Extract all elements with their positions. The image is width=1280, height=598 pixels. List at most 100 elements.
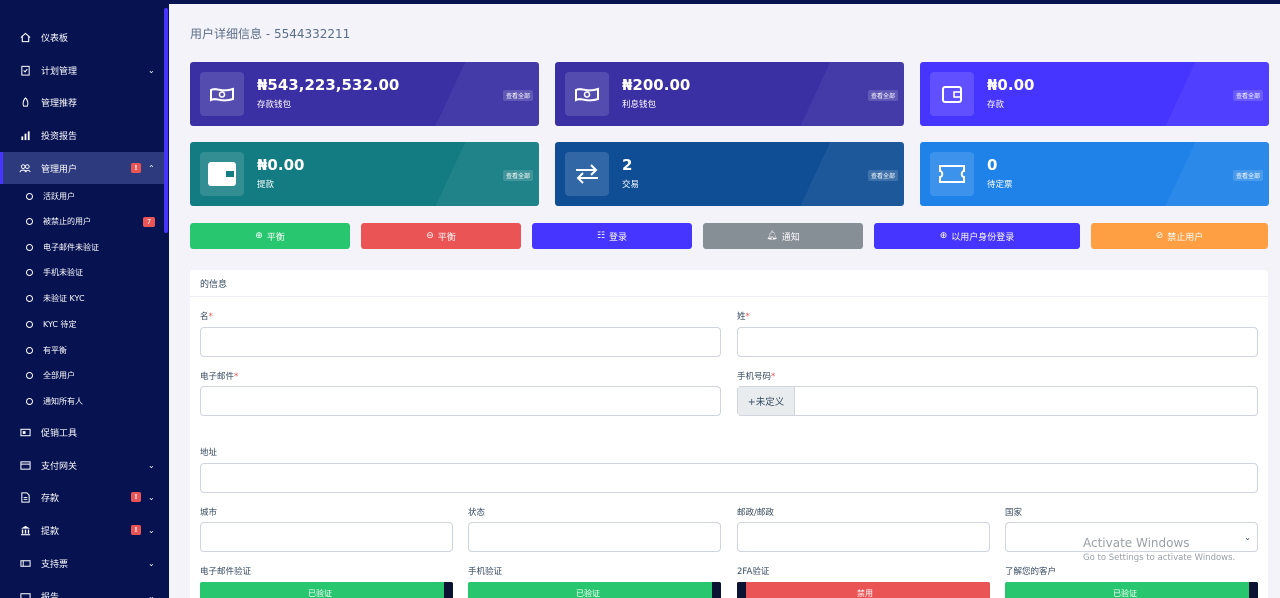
sidebar-item-support-tickets[interactable]: 支持票 ⌄ <box>0 547 164 579</box>
last-name-input[interactable] <box>737 327 1258 357</box>
card-amount: 0 <box>987 156 998 174</box>
login-as-user-button[interactable]: ⊕ 以用户身份登录 <box>874 223 1080 249</box>
kyc-toggle[interactable]: 已验证 <box>1005 582 1258 598</box>
top-bar <box>169 0 1280 4</box>
country-label: 国家 <box>1005 508 1023 518</box>
sidebar-item-label: 投资报告 <box>41 131 78 142</box>
view-all-link[interactable]: 查看全部 <box>502 90 533 101</box>
button-label: 禁止用户 <box>1167 232 1204 243</box>
sidebar-item-deposits[interactable]: 存款 ! ⌄ <box>0 481 164 513</box>
first-name-label: 名* <box>200 312 213 322</box>
sidebar-item-dashboard[interactable]: 仪表板 <box>0 21 164 53</box>
sidebar-item-label: 存款 <box>41 493 60 504</box>
card-label: 存款钱包 <box>257 100 292 110</box>
sidebar-item-label: 仪表板 <box>41 33 69 44</box>
zip-input[interactable] <box>737 522 990 552</box>
sidebar-subitem-label: 未验证 KYC <box>43 294 85 303</box>
sidebar-subitem-banned-users[interactable]: 被禁止的用户 7 <box>0 209 164 234</box>
card-deposit-wallet: ₦543,223,532.00 存款钱包 查看全部 <box>190 62 539 126</box>
chevron-down-icon: ⌄ <box>148 492 155 502</box>
sidebar-item-reports[interactable]: 报告 ⌄ <box>0 580 164 598</box>
toggle-state: 已验证 <box>1113 589 1137 598</box>
state-input[interactable] <box>468 522 721 552</box>
email-verification-toggle[interactable]: 已验证 <box>200 582 453 598</box>
ban-user-button[interactable]: ⊘ 禁止用户 <box>1091 223 1268 249</box>
sidebar-item-promotion[interactable]: 促销工具 <box>0 416 164 448</box>
button-label: 平衡 <box>437 232 456 243</box>
money-icon <box>565 72 609 116</box>
clipboard-icon <box>19 64 31 76</box>
logins-button[interactable]: ☷ 登录 <box>532 223 692 249</box>
kyc-label: 了解您的客户 <box>1005 567 1057 577</box>
view-all-link[interactable]: 查看全部 <box>867 170 898 181</box>
alert-badge: ! <box>131 163 141 173</box>
sidebar-subitem-mobile-unverified[interactable]: 手机未验证 <box>0 260 164 285</box>
toggle-handle <box>1249 582 1258 598</box>
sidebar-subitem-email-unverified[interactable]: 电子邮件未验证 <box>0 235 164 260</box>
email-input[interactable] <box>200 386 721 416</box>
sidebar-item-manage-users[interactable]: 管理用户 ! ⌃ <box>0 152 164 184</box>
count-badge: 7 <box>143 216 155 227</box>
card-amount: ₦0.00 <box>257 156 305 174</box>
circle-icon <box>26 347 33 354</box>
card-interest-wallet: ₦200.00 利息钱包 查看全部 <box>555 62 904 126</box>
money-icon <box>200 72 244 116</box>
email-verification-label: 电子邮件验证 <box>200 567 252 577</box>
zip-label: 邮政/邮政 <box>737 508 774 518</box>
sidebar-subitem-with-balance[interactable]: 有平衡 <box>0 338 164 363</box>
sidebar-subitem-kyc-pending[interactable]: KYC 待定 <box>0 312 164 337</box>
alert-badge: ! <box>131 525 141 535</box>
panel-title: 的信息 <box>200 280 228 290</box>
view-all-link[interactable]: 查看全部 <box>1232 170 1263 181</box>
sidebar-subitem-all-users[interactable]: 全部用户 <box>0 363 164 388</box>
button-label: 登录 <box>609 232 628 243</box>
mobile-verification-label: 手机验证 <box>468 567 503 577</box>
chevron-down-icon: ⌄ <box>148 525 155 535</box>
2fa-verification-toggle[interactable]: 禁用 <box>737 582 990 598</box>
sidebar-subitem-notify-all[interactable]: 通知所有人 <box>0 389 164 414</box>
view-all-link[interactable]: 查看全部 <box>1232 90 1263 101</box>
sidebar-item-investment-report[interactable]: 投资报告 <box>0 119 164 151</box>
card-pending-tickets: 0 待定票 查看全部 <box>920 142 1269 206</box>
chevron-up-icon: ⌃ <box>148 163 155 173</box>
sidebar-item-withdrawals[interactable]: 提款 ! ⌄ <box>0 514 164 546</box>
card-withdrawals: ₦0.00 提款 查看全部 <box>190 142 539 206</box>
first-name-input[interactable] <box>200 327 721 357</box>
subtract-balance-button[interactable]: ⊖ 平衡 <box>361 223 521 249</box>
notify-button[interactable]: 🔔︎ 通知 <box>703 223 863 249</box>
view-all-link[interactable]: 查看全部 <box>502 170 533 181</box>
promo-icon <box>19 426 31 438</box>
address-label: 地址 <box>200 448 218 458</box>
sidebar-item-label: 计划管理 <box>41 66 78 77</box>
mobile-label: 手机号码* <box>737 372 776 382</box>
mobile-verification-toggle[interactable]: 已验证 <box>468 582 721 598</box>
card-transactions: 2 交易 查看全部 <box>555 142 904 206</box>
sidebar-item-plans[interactable]: 计划管理 ⌄ <box>0 54 164 86</box>
card-label: 提款 <box>257 180 275 190</box>
country-select[interactable]: ⌄ <box>1005 522 1258 552</box>
address-input[interactable] <box>200 463 1258 493</box>
city-input[interactable] <box>200 522 453 552</box>
sidebar-subitem-active-users[interactable]: 活跃用户 <box>0 184 164 209</box>
sidebar-item-label: 报告 <box>41 592 60 598</box>
circle-icon <box>26 218 33 225</box>
activate-windows-subtitle: Go to Settings to activate Windows. <box>1083 553 1236 563</box>
bell-icon: 🔔︎ <box>766 231 778 241</box>
sidebar-item-referrals[interactable]: 管理推荐 <box>0 86 164 118</box>
sidebar-item-label: 促销工具 <box>41 428 78 439</box>
view-all-link[interactable]: 查看全部 <box>867 90 898 101</box>
sidebar-subitem-label: 通知所有人 <box>43 397 83 406</box>
add-balance-button[interactable]: ⊕ 平衡 <box>190 223 350 249</box>
button-label: 平衡 <box>266 232 285 243</box>
sidebar-scrollbar[interactable] <box>164 8 168 233</box>
mobile-input[interactable]: +未定义 <box>737 386 1258 416</box>
sidebar-subitem-label: 有平衡 <box>43 346 67 355</box>
sidebar-subitem-kyc-unverified[interactable]: 未验证 KYC <box>0 286 164 311</box>
sidebar-item-label: 管理推荐 <box>41 98 78 109</box>
card-amount: 2 <box>622 156 633 174</box>
sidebar-item-payment-gateway[interactable]: 支付网关 ⌄ <box>0 449 164 481</box>
bank-icon <box>19 524 31 536</box>
deposit-icon <box>19 491 31 503</box>
card-label: 待定票 <box>987 180 1013 190</box>
